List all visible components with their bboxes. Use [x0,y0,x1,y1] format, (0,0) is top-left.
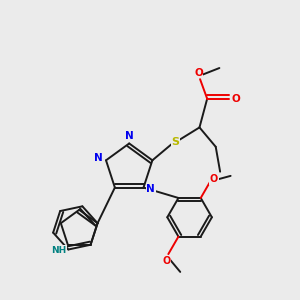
Text: S: S [172,136,179,147]
Text: O: O [210,175,218,184]
Text: O: O [163,256,171,266]
Text: N: N [125,131,134,141]
Text: O: O [232,94,240,104]
Text: N: N [146,184,155,194]
Text: NH: NH [51,246,67,255]
Text: O: O [194,68,203,78]
Text: N: N [94,153,103,163]
